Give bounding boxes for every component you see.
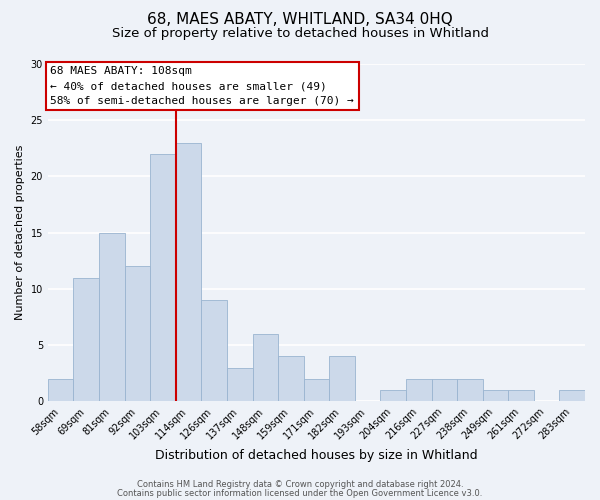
Text: 68, MAES ABATY, WHITLAND, SA34 0HQ: 68, MAES ABATY, WHITLAND, SA34 0HQ <box>147 12 453 28</box>
Y-axis label: Number of detached properties: Number of detached properties <box>15 145 25 320</box>
Bar <box>253 334 278 402</box>
Bar <box>150 154 176 402</box>
Bar <box>304 379 329 402</box>
Text: Contains HM Land Registry data © Crown copyright and database right 2024.: Contains HM Land Registry data © Crown c… <box>137 480 463 489</box>
Bar <box>380 390 406 402</box>
Bar <box>278 356 304 402</box>
Text: Contains public sector information licensed under the Open Government Licence v3: Contains public sector information licen… <box>118 488 482 498</box>
Bar <box>406 379 431 402</box>
Bar <box>227 368 253 402</box>
X-axis label: Distribution of detached houses by size in Whitland: Distribution of detached houses by size … <box>155 450 478 462</box>
Bar <box>99 232 125 402</box>
Bar <box>125 266 150 402</box>
Bar <box>73 278 99 402</box>
Bar <box>559 390 585 402</box>
Bar <box>508 390 534 402</box>
Bar <box>329 356 355 402</box>
Text: 68 MAES ABATY: 108sqm
← 40% of detached houses are smaller (49)
58% of semi-deta: 68 MAES ABATY: 108sqm ← 40% of detached … <box>50 66 354 106</box>
Bar <box>176 142 202 402</box>
Bar <box>457 379 482 402</box>
Bar <box>482 390 508 402</box>
Text: Size of property relative to detached houses in Whitland: Size of property relative to detached ho… <box>112 28 488 40</box>
Bar <box>431 379 457 402</box>
Bar <box>202 300 227 402</box>
Bar <box>48 379 73 402</box>
